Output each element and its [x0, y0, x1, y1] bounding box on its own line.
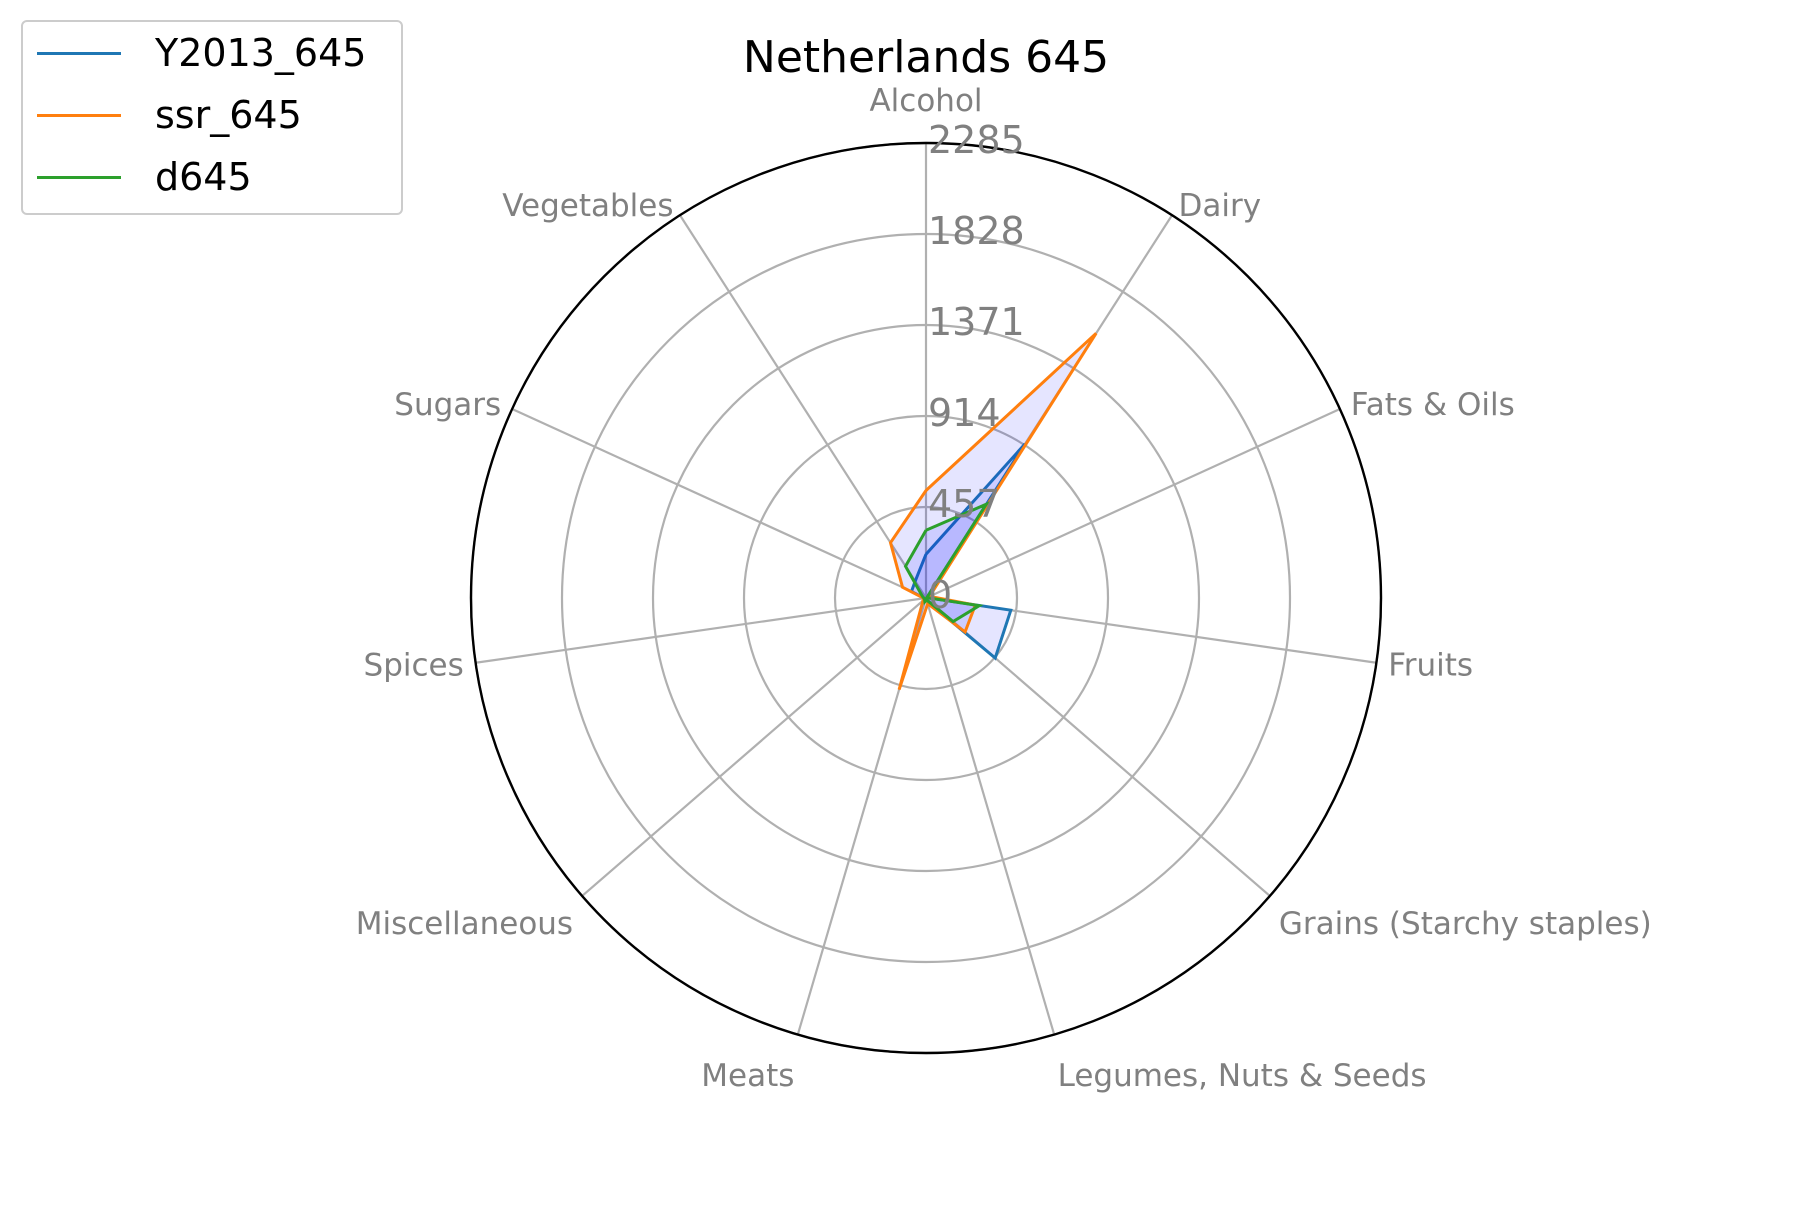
legend-label: ssr_645	[155, 93, 302, 137]
spoke-line	[511, 407, 927, 600]
radial-tick-label: 1828	[928, 209, 1025, 253]
radial-tick-label: 457	[928, 482, 1001, 526]
legend-swatch	[37, 175, 121, 179]
legend-label: Y2013_645	[155, 31, 367, 75]
category-label: Dairy	[1179, 188, 1262, 224]
category-label: Spices	[364, 648, 464, 684]
category-label: Grains (Starchy staples)	[1279, 906, 1652, 942]
category-label: Fats & Oils	[1351, 387, 1515, 423]
category-label: Vegetables	[502, 188, 673, 224]
category-label: Sugars	[394, 387, 501, 423]
chart-title: Netherlands 645	[743, 32, 1109, 83]
spoke-line	[924, 597, 1056, 1035]
legend-item: Y2013_645	[37, 31, 367, 75]
category-label: Fruits	[1388, 648, 1473, 684]
legend-swatch	[37, 51, 121, 55]
radial-tick-label: 0	[928, 573, 952, 617]
series-line	[903, 500, 991, 624]
legend-item: ssr_645	[37, 93, 302, 137]
series-fill	[911, 443, 1025, 658]
spoke-line	[679, 214, 927, 599]
radial-tick-label: 914	[928, 391, 1001, 435]
radial-tick-label: 1371	[928, 300, 1025, 344]
legend-swatch	[37, 113, 121, 117]
polar-frame	[469, 141, 1383, 1055]
spoke-line	[581, 597, 927, 897]
series-group	[888, 332, 1098, 691]
legend-item: d645	[37, 155, 252, 199]
legend-label: d645	[155, 155, 252, 199]
category-label: Alcohol	[869, 83, 982, 119]
radial-tick-label: 2285	[928, 118, 1025, 162]
category-label: Meats	[701, 1058, 794, 1094]
legend: Y2013_645 ssr_645 d645	[21, 20, 403, 215]
spoke-line	[475, 596, 927, 664]
category-label: Miscellaneous	[356, 906, 573, 942]
category-label: Legumes, Nuts & Seeds	[1058, 1058, 1427, 1094]
spoke-line	[925, 407, 1341, 600]
